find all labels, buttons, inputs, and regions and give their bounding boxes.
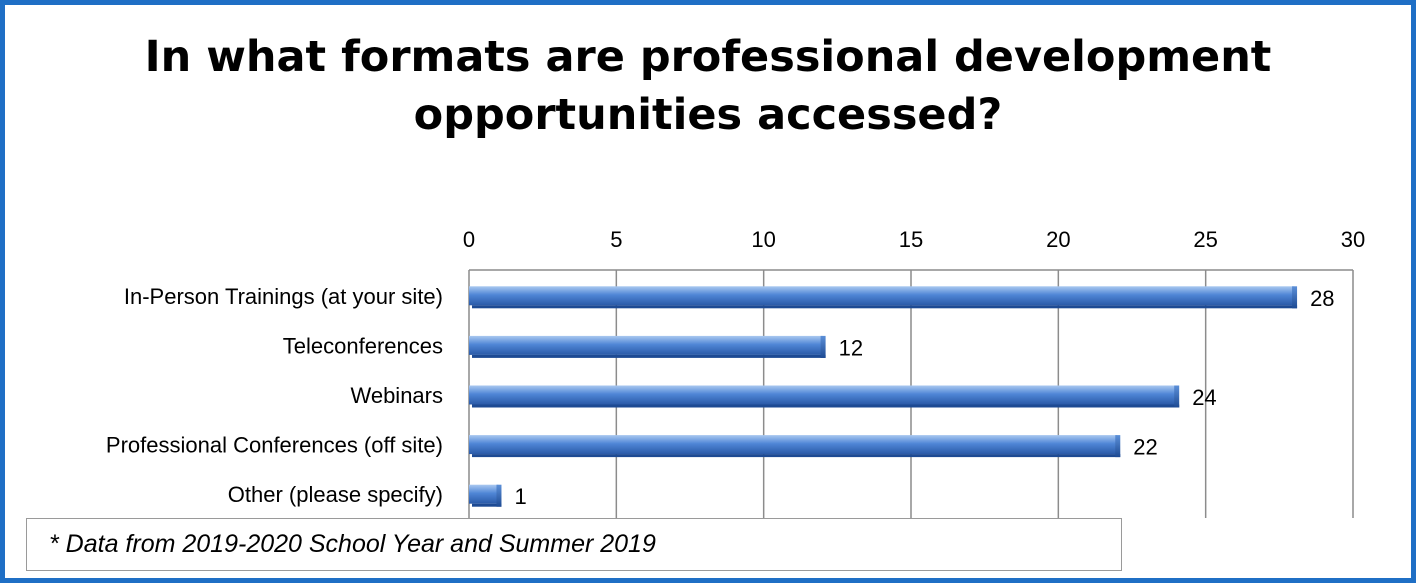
x-tick-label: 5 bbox=[610, 227, 622, 252]
chart-title: In what formats are professional develop… bbox=[144, 32, 1272, 140]
bar-end-cap bbox=[1174, 385, 1180, 408]
data-label: 24 bbox=[1192, 385, 1216, 410]
bar bbox=[469, 484, 499, 504]
footnote: * Data from 2019-2020 School Year and Su… bbox=[26, 518, 1122, 571]
category-label: Webinars bbox=[350, 383, 443, 408]
x-tick-label: 25 bbox=[1193, 227, 1217, 252]
category-label: Other (please specify) bbox=[228, 482, 443, 507]
data-label: 1 bbox=[514, 484, 526, 509]
bar bbox=[469, 286, 1295, 306]
x-tick-label: 10 bbox=[751, 227, 775, 252]
bar-shadow bbox=[472, 454, 1121, 458]
category-label: In-Person Trainings (at your site) bbox=[124, 284, 443, 309]
bar-shadow bbox=[472, 354, 826, 358]
labels: 0 5 10 15 20 25 30 In-Person Trainings (at your… bbox=[106, 227, 1365, 509]
x-tick-label: 15 bbox=[899, 227, 923, 252]
bars bbox=[469, 286, 1298, 507]
x-tick-label: 0 bbox=[463, 227, 475, 252]
bar bbox=[469, 385, 1177, 405]
category-label: Teleconferences bbox=[283, 333, 443, 358]
bar-end-cap bbox=[1292, 286, 1298, 309]
bar-end-cap bbox=[1115, 435, 1121, 458]
data-label: 12 bbox=[839, 335, 863, 360]
bar-shadow bbox=[472, 404, 1180, 408]
data-label: 22 bbox=[1133, 435, 1157, 460]
bar bbox=[469, 335, 823, 355]
bar-end-cap bbox=[820, 335, 826, 358]
category-label: Professional Conferences (off site) bbox=[106, 433, 443, 458]
x-tick-label: 30 bbox=[1341, 227, 1365, 252]
bar-end-cap bbox=[496, 484, 502, 507]
x-tick-label: 20 bbox=[1046, 227, 1070, 252]
bar-shadow bbox=[472, 503, 502, 507]
data-label: 28 bbox=[1310, 286, 1334, 311]
bar-shadow bbox=[472, 305, 1298, 309]
bar bbox=[469, 435, 1118, 455]
